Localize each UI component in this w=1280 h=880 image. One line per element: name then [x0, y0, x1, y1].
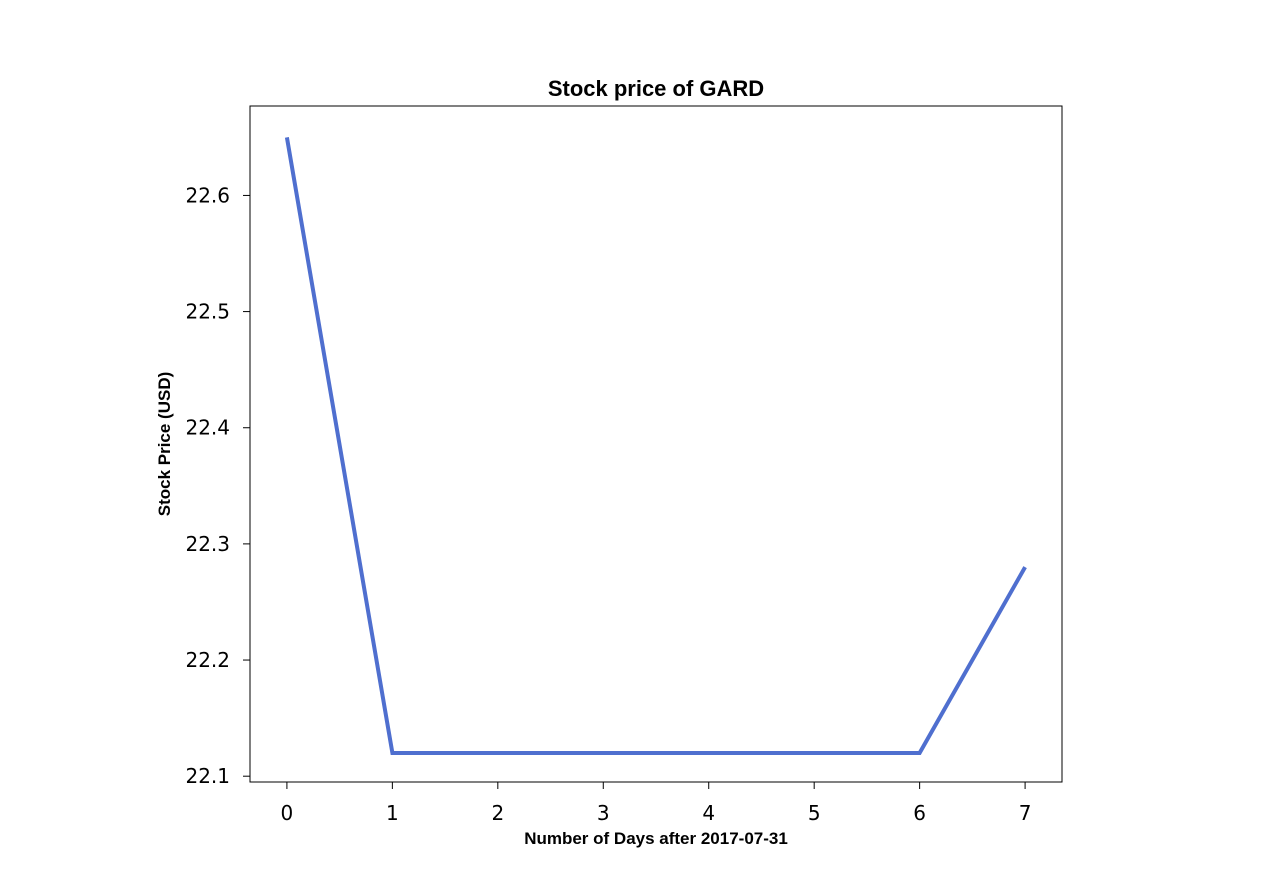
x-axis: 0 1 2 3 4 5 6 7	[281, 782, 1032, 825]
series-layer	[284, 137, 1027, 755]
x-tick-label: 2	[491, 801, 504, 825]
y-tick-label: 22.5	[185, 300, 230, 324]
x-axis-label: Number of Days after 2017-07-31	[524, 829, 788, 848]
x-tick-label: 3	[597, 801, 610, 825]
plot-area-frame	[249, 105, 1063, 783]
x-tick-label: 4	[702, 801, 715, 825]
chart-title: Stock price of GARD	[548, 76, 764, 101]
y-tick-label: 22.3	[185, 532, 230, 556]
y-axis: 22.1 22.2 22.3 22.4 22.5 22.6	[185, 183, 250, 788]
x-tick-label: 7	[1019, 801, 1032, 825]
x-tick-label: 5	[808, 801, 821, 825]
y-tick-label: 22.2	[185, 648, 230, 672]
x-tick-label: 1	[386, 801, 399, 825]
x-tick-label: 0	[281, 801, 294, 825]
y-axis-label: Stock Price (USD)	[155, 372, 174, 517]
y-tick-label: 22.1	[185, 764, 230, 788]
y-tick-label: 22.4	[185, 416, 230, 440]
x-tick-label: 6	[913, 801, 926, 825]
series-line	[284, 137, 1027, 755]
y-tick-label: 22.6	[185, 183, 230, 207]
